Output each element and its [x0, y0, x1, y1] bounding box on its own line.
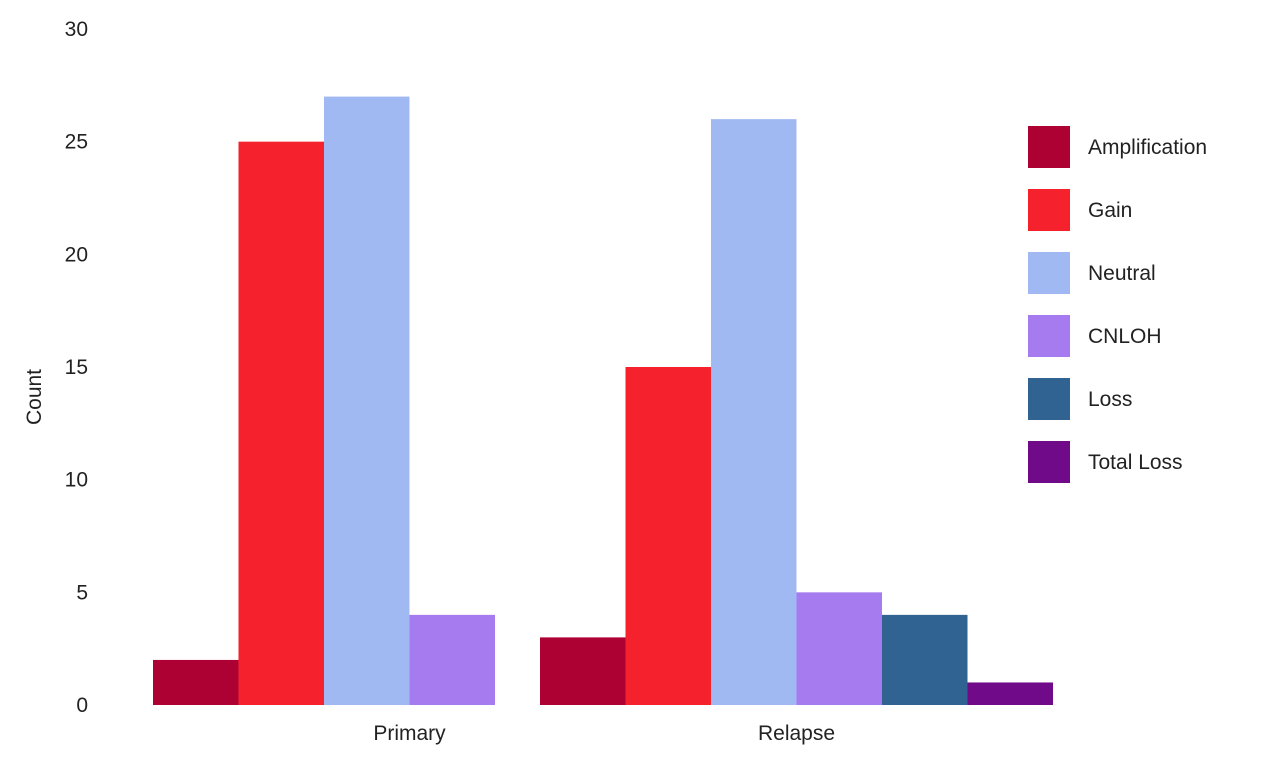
y-tick-label: 30: [65, 18, 88, 41]
y-tick-label: 15: [65, 356, 88, 379]
legend-swatch: [1028, 315, 1070, 357]
legend-label: Total Loss: [1088, 451, 1183, 474]
x-category-label: Relapse: [758, 722, 835, 745]
legend-label: Neutral: [1088, 262, 1156, 285]
y-tick-label: 25: [65, 131, 88, 154]
bar-cnloh-relapse: [796, 592, 882, 705]
legend-label: Loss: [1088, 388, 1132, 411]
bar-gain-primary: [238, 141, 324, 705]
legend-swatch: [1028, 441, 1070, 483]
bar-amplification-relapse: [540, 637, 626, 705]
x-category-label: Primary: [373, 722, 446, 745]
y-axis-title: Count: [23, 369, 46, 425]
bar-loss-relapse: [882, 614, 968, 705]
y-tick-label: 20: [65, 243, 88, 266]
legend-swatch: [1028, 189, 1070, 231]
bar-amplification-primary: [153, 659, 239, 705]
bars: [153, 96, 1053, 706]
x-axis-category-labels: Primary Relapse: [373, 722, 835, 745]
legend-swatch: [1028, 126, 1070, 168]
y-tick-label: 10: [65, 469, 88, 492]
bar-neutral-relapse: [711, 119, 797, 706]
legend-swatch: [1028, 378, 1070, 420]
bar-cnloh-primary: [409, 614, 495, 705]
legend-swatch: [1028, 252, 1070, 294]
legend: Amplification Gain Neutral CNLOH Loss Total L…: [1028, 126, 1207, 483]
y-tick-label: 0: [76, 694, 88, 717]
y-axis-ticks: 0 5 10 15 20 25 30: [65, 18, 88, 717]
y-tick-label: 5: [76, 581, 88, 604]
legend-label: CNLOH: [1088, 325, 1162, 348]
legend-label: Amplification: [1088, 136, 1207, 159]
bar-neutral-primary: [324, 96, 410, 706]
bar-total-loss-relapse: [967, 682, 1053, 705]
legend-label: Gain: [1088, 199, 1132, 222]
bar-gain-relapse: [625, 367, 711, 705]
